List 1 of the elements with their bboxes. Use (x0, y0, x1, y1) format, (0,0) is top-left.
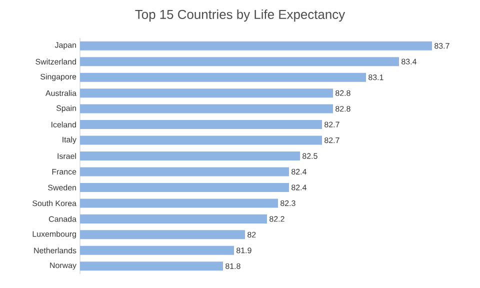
chart-title: Top 15 Countries by Life Expectancy (135, 10, 346, 22)
